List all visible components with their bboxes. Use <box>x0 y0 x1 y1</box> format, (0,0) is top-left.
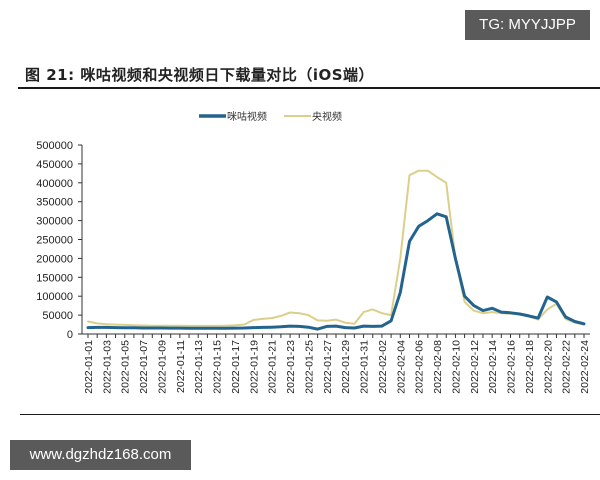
x-tick-label: 2022-01-29 <box>340 340 352 394</box>
bottom-divider <box>20 414 600 415</box>
line-chart: 咪咕视频 央视频 0 50000 100000 150000 200000 250000 30… <box>36 110 591 394</box>
x-tick-label: 2022-02-16 <box>506 340 518 394</box>
series-cctv-line <box>87 169 585 327</box>
y-tick-label: 300000 <box>36 216 73 228</box>
x-tick-label: 2022-01-31 <box>359 340 371 394</box>
x-tick-label: 2022-01-09 <box>156 340 168 394</box>
x-tick-label: 2022-01-21 <box>267 340 279 394</box>
x-tick-label: 2022-01-11 <box>175 340 187 393</box>
chart-legend: 咪咕视频 央视频 <box>199 110 342 123</box>
x-tick-label: 2022-02-20 <box>542 340 554 394</box>
x-tick-label: 2022-02-12 <box>469 340 481 394</box>
x-tick-label: 2022-02-04 <box>395 340 407 394</box>
watermark-bottom: www.dgzhdz168.com <box>10 440 191 470</box>
y-tick-label: 50000 <box>42 310 73 322</box>
watermark-top: TG: MYYJJPP <box>465 10 590 40</box>
y-tick-label: 400000 <box>36 178 73 190</box>
x-axis: 2022-01-01 2022-01-03 2022-01-05 2022-01-07… <box>82 333 591 394</box>
x-tick-label: 2022-02-18 <box>524 340 536 394</box>
y-tick-label: 450000 <box>36 159 73 171</box>
y-axis: 0 50000 100000 150000 200000 250000 300000 3500… <box>36 140 83 341</box>
x-tick-label: 2022-01-19 <box>248 340 260 394</box>
y-tick-label: 500000 <box>36 140 73 152</box>
x-tick-label: 2022-02-10 <box>450 340 462 394</box>
y-tick-label: 150000 <box>36 272 73 284</box>
x-tick-label: 2022-01-17 <box>230 340 242 394</box>
x-tick-label: 2022-01-27 <box>322 340 334 394</box>
legend-cctv: 央视频 <box>284 110 342 123</box>
y-tick-label: 200000 <box>36 253 73 265</box>
x-tick-label: 2022-01-01 <box>83 340 95 394</box>
y-tick-label: 350000 <box>36 197 73 209</box>
series-migu-line <box>86 212 586 331</box>
x-tick-label: 2022-02-06 <box>414 340 426 394</box>
x-tick-label: 2022-01-23 <box>285 340 297 394</box>
y-tick-label: 250000 <box>36 235 73 247</box>
y-tick-label: 0 <box>67 329 73 341</box>
x-tick-label: 2022-02-02 <box>377 340 389 394</box>
x-tick-label: 2022-01-05 <box>120 340 132 394</box>
x-tick-label: 2022-01-07 <box>138 340 150 394</box>
title-divider <box>18 87 600 89</box>
legend-migu: 咪咕视频 <box>199 110 267 123</box>
x-tick-label: 2022-01-03 <box>101 340 113 394</box>
chart-series <box>86 169 586 331</box>
svg-text:央视频: 央视频 <box>312 110 342 123</box>
x-tick-label: 2022-02-08 <box>432 340 444 394</box>
figure-title: 图 21: 咪咕视频和央视频日下载量对比（iOS端） <box>25 66 375 84</box>
x-tick-label: 2022-01-25 <box>303 340 315 394</box>
x-tick-label: 2022-02-24 <box>579 340 591 394</box>
x-tick-label: 2022-02-22 <box>561 340 573 394</box>
svg-text:咪咕视频: 咪咕视频 <box>227 110 267 123</box>
x-tick-label: 2022-02-14 <box>487 340 499 394</box>
x-tick-label: 2022-01-15 <box>212 340 224 394</box>
x-tick-label: 2022-01-13 <box>193 340 205 394</box>
y-tick-label: 100000 <box>36 291 73 303</box>
